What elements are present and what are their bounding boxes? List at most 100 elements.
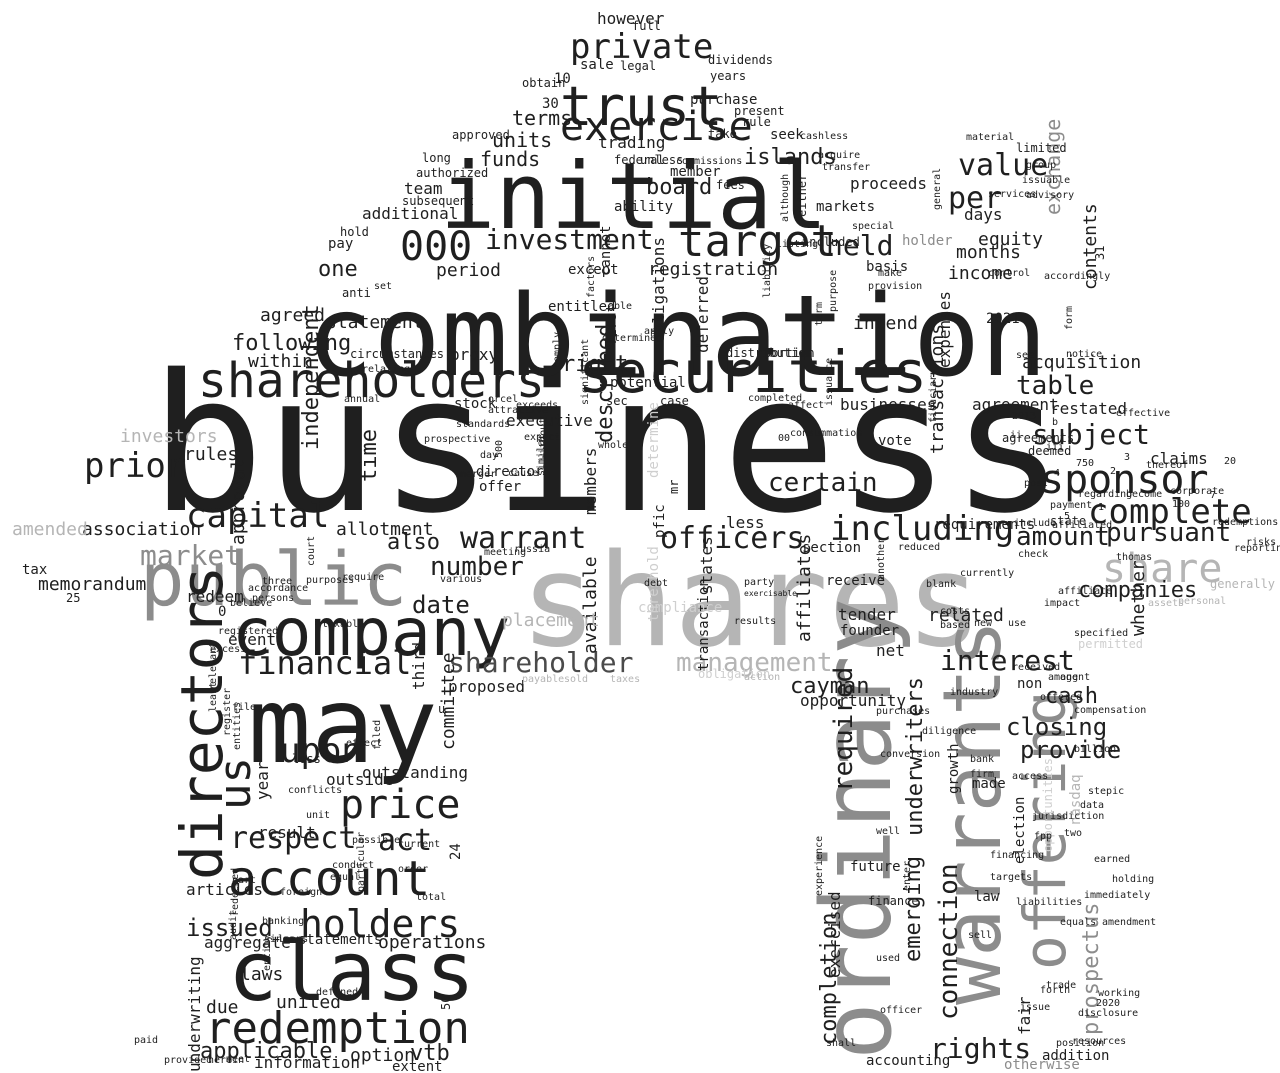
cloud-word: 750 xyxy=(1076,458,1094,469)
cloud-word: interest xyxy=(940,644,1075,677)
cloud-word: threshold xyxy=(646,546,662,622)
cloud-word: including xyxy=(830,509,1014,549)
cloud-word: laws xyxy=(240,964,283,985)
cloud-word: directors xyxy=(168,566,236,880)
cloud-word: extent xyxy=(392,1059,443,1073)
cloud-word: obtain xyxy=(522,76,565,90)
cloud-word: effect xyxy=(346,738,382,749)
cloud-word: position xyxy=(1056,1038,1104,1049)
cloud-word: control xyxy=(988,268,1030,279)
cloud-word: listing xyxy=(776,239,818,250)
cloud-word: third xyxy=(409,642,428,690)
cloud-word: since xyxy=(264,934,294,945)
cloud-word: loans xyxy=(278,934,308,945)
cloud-word: issuable xyxy=(1022,175,1070,186)
cloud-word: cash xyxy=(1045,684,1098,709)
cloud-word: two xyxy=(1064,828,1082,839)
cloud-word: sponsor xyxy=(1040,457,1209,503)
cloud-word: first xyxy=(604,304,620,346)
cloud-word: permitted xyxy=(1078,637,1143,651)
cloud-word: event xyxy=(228,630,276,649)
cloud-word: standards xyxy=(456,419,510,430)
cloud-word: upon xyxy=(280,731,362,771)
cloud-word: offer xyxy=(479,479,521,495)
cloud-word: made xyxy=(972,776,1006,792)
cloud-word: limited xyxy=(1016,141,1067,155)
cloud-word: 31 xyxy=(1093,246,1107,260)
cloud-word: shares xyxy=(520,527,982,676)
cloud-word: vote xyxy=(878,433,912,449)
cloud-word: pursuant xyxy=(1106,518,1231,548)
cloud-word: determine xyxy=(646,402,662,478)
cloud-word: transactions xyxy=(927,324,948,454)
cloud-word: purchase xyxy=(690,92,757,108)
cloud-word: private xyxy=(570,27,713,67)
cloud-word: ability xyxy=(614,199,673,215)
cloud-word: executive xyxy=(506,411,593,430)
cloud-word: whole xyxy=(598,440,628,451)
cloud-word: shareholders xyxy=(198,353,545,409)
cloud-word: set xyxy=(374,281,392,292)
cloud-word: industry xyxy=(950,687,998,698)
cloud-word: date xyxy=(412,591,470,619)
cloud-word: company xyxy=(232,594,510,671)
cloud-word: securities xyxy=(578,338,927,406)
cloud-word: 0 xyxy=(218,604,226,620)
cloud-word: us xyxy=(210,757,261,810)
cloud-word: 20 xyxy=(1224,456,1236,467)
cloud-word: various xyxy=(440,574,482,585)
cloud-word: articles xyxy=(186,880,263,899)
cloud-word: risks xyxy=(1246,537,1276,548)
cloud-word: take xyxy=(708,127,737,141)
cloud-word: terms xyxy=(512,106,572,130)
cloud-word: value xyxy=(958,148,1048,183)
cloud-word: fees xyxy=(716,178,745,192)
cloud-word: become xyxy=(1126,489,1162,500)
cloud-word: payment xyxy=(1050,500,1092,511)
cloud-word: fair xyxy=(1015,996,1034,1035)
cloud-word: comply xyxy=(552,332,563,368)
cloud-word: legal xyxy=(620,59,656,73)
cloud-word: make xyxy=(878,268,902,279)
cloud-word: forth xyxy=(1040,985,1070,996)
cloud-word: funds xyxy=(480,147,540,171)
cloud-word: purposes xyxy=(306,575,354,586)
cloud-word: opportunity xyxy=(800,691,906,710)
cloud-word: immediately xyxy=(1084,890,1150,901)
cloud-word: targets xyxy=(990,872,1032,883)
cloud-word: trade xyxy=(1046,980,1076,991)
cloud-word: public xyxy=(140,537,407,623)
cloud-word: federal xyxy=(614,153,665,167)
cloud-word: management xyxy=(676,648,833,678)
cloud-word: rules xyxy=(184,444,238,465)
cloud-word: although xyxy=(780,174,791,222)
cloud-word: financial xyxy=(238,644,411,682)
cloud-word: section xyxy=(802,540,861,556)
cloud-word: subject xyxy=(1032,418,1150,451)
cloud-word: bank xyxy=(970,754,994,765)
cloud-word: 000 xyxy=(400,224,472,270)
cloud-word: business xyxy=(150,334,1065,555)
cloud-word: consummation xyxy=(790,428,862,439)
cloud-word: 3 xyxy=(1124,452,1130,463)
cloud-word: trust xyxy=(560,75,723,138)
cloud-word: possible xyxy=(352,835,400,846)
cloud-word: outside xyxy=(326,770,393,789)
cloud-word: period xyxy=(436,260,501,281)
cloud-word: nasdaq xyxy=(1068,774,1084,825)
cloud-word: agreements xyxy=(1002,431,1074,445)
cloud-word: believe xyxy=(230,598,272,609)
cloud-word: transfer xyxy=(822,162,870,173)
cloud-word: member xyxy=(670,164,721,180)
cloud-word: market xyxy=(140,539,241,572)
cloud-word: subsequent xyxy=(402,194,474,208)
cloud-word: include xyxy=(1014,518,1056,529)
cloud-word: equal xyxy=(330,872,360,883)
cloud-word: persons xyxy=(252,593,294,604)
cloud-word: entitled xyxy=(548,299,615,315)
cloud-word: foreign xyxy=(280,887,322,898)
cloud-word: placement xyxy=(502,610,600,631)
cloud-word: allotment xyxy=(336,519,434,540)
cloud-word: exercisable xyxy=(744,589,797,598)
cloud-word: table xyxy=(1016,371,1094,401)
